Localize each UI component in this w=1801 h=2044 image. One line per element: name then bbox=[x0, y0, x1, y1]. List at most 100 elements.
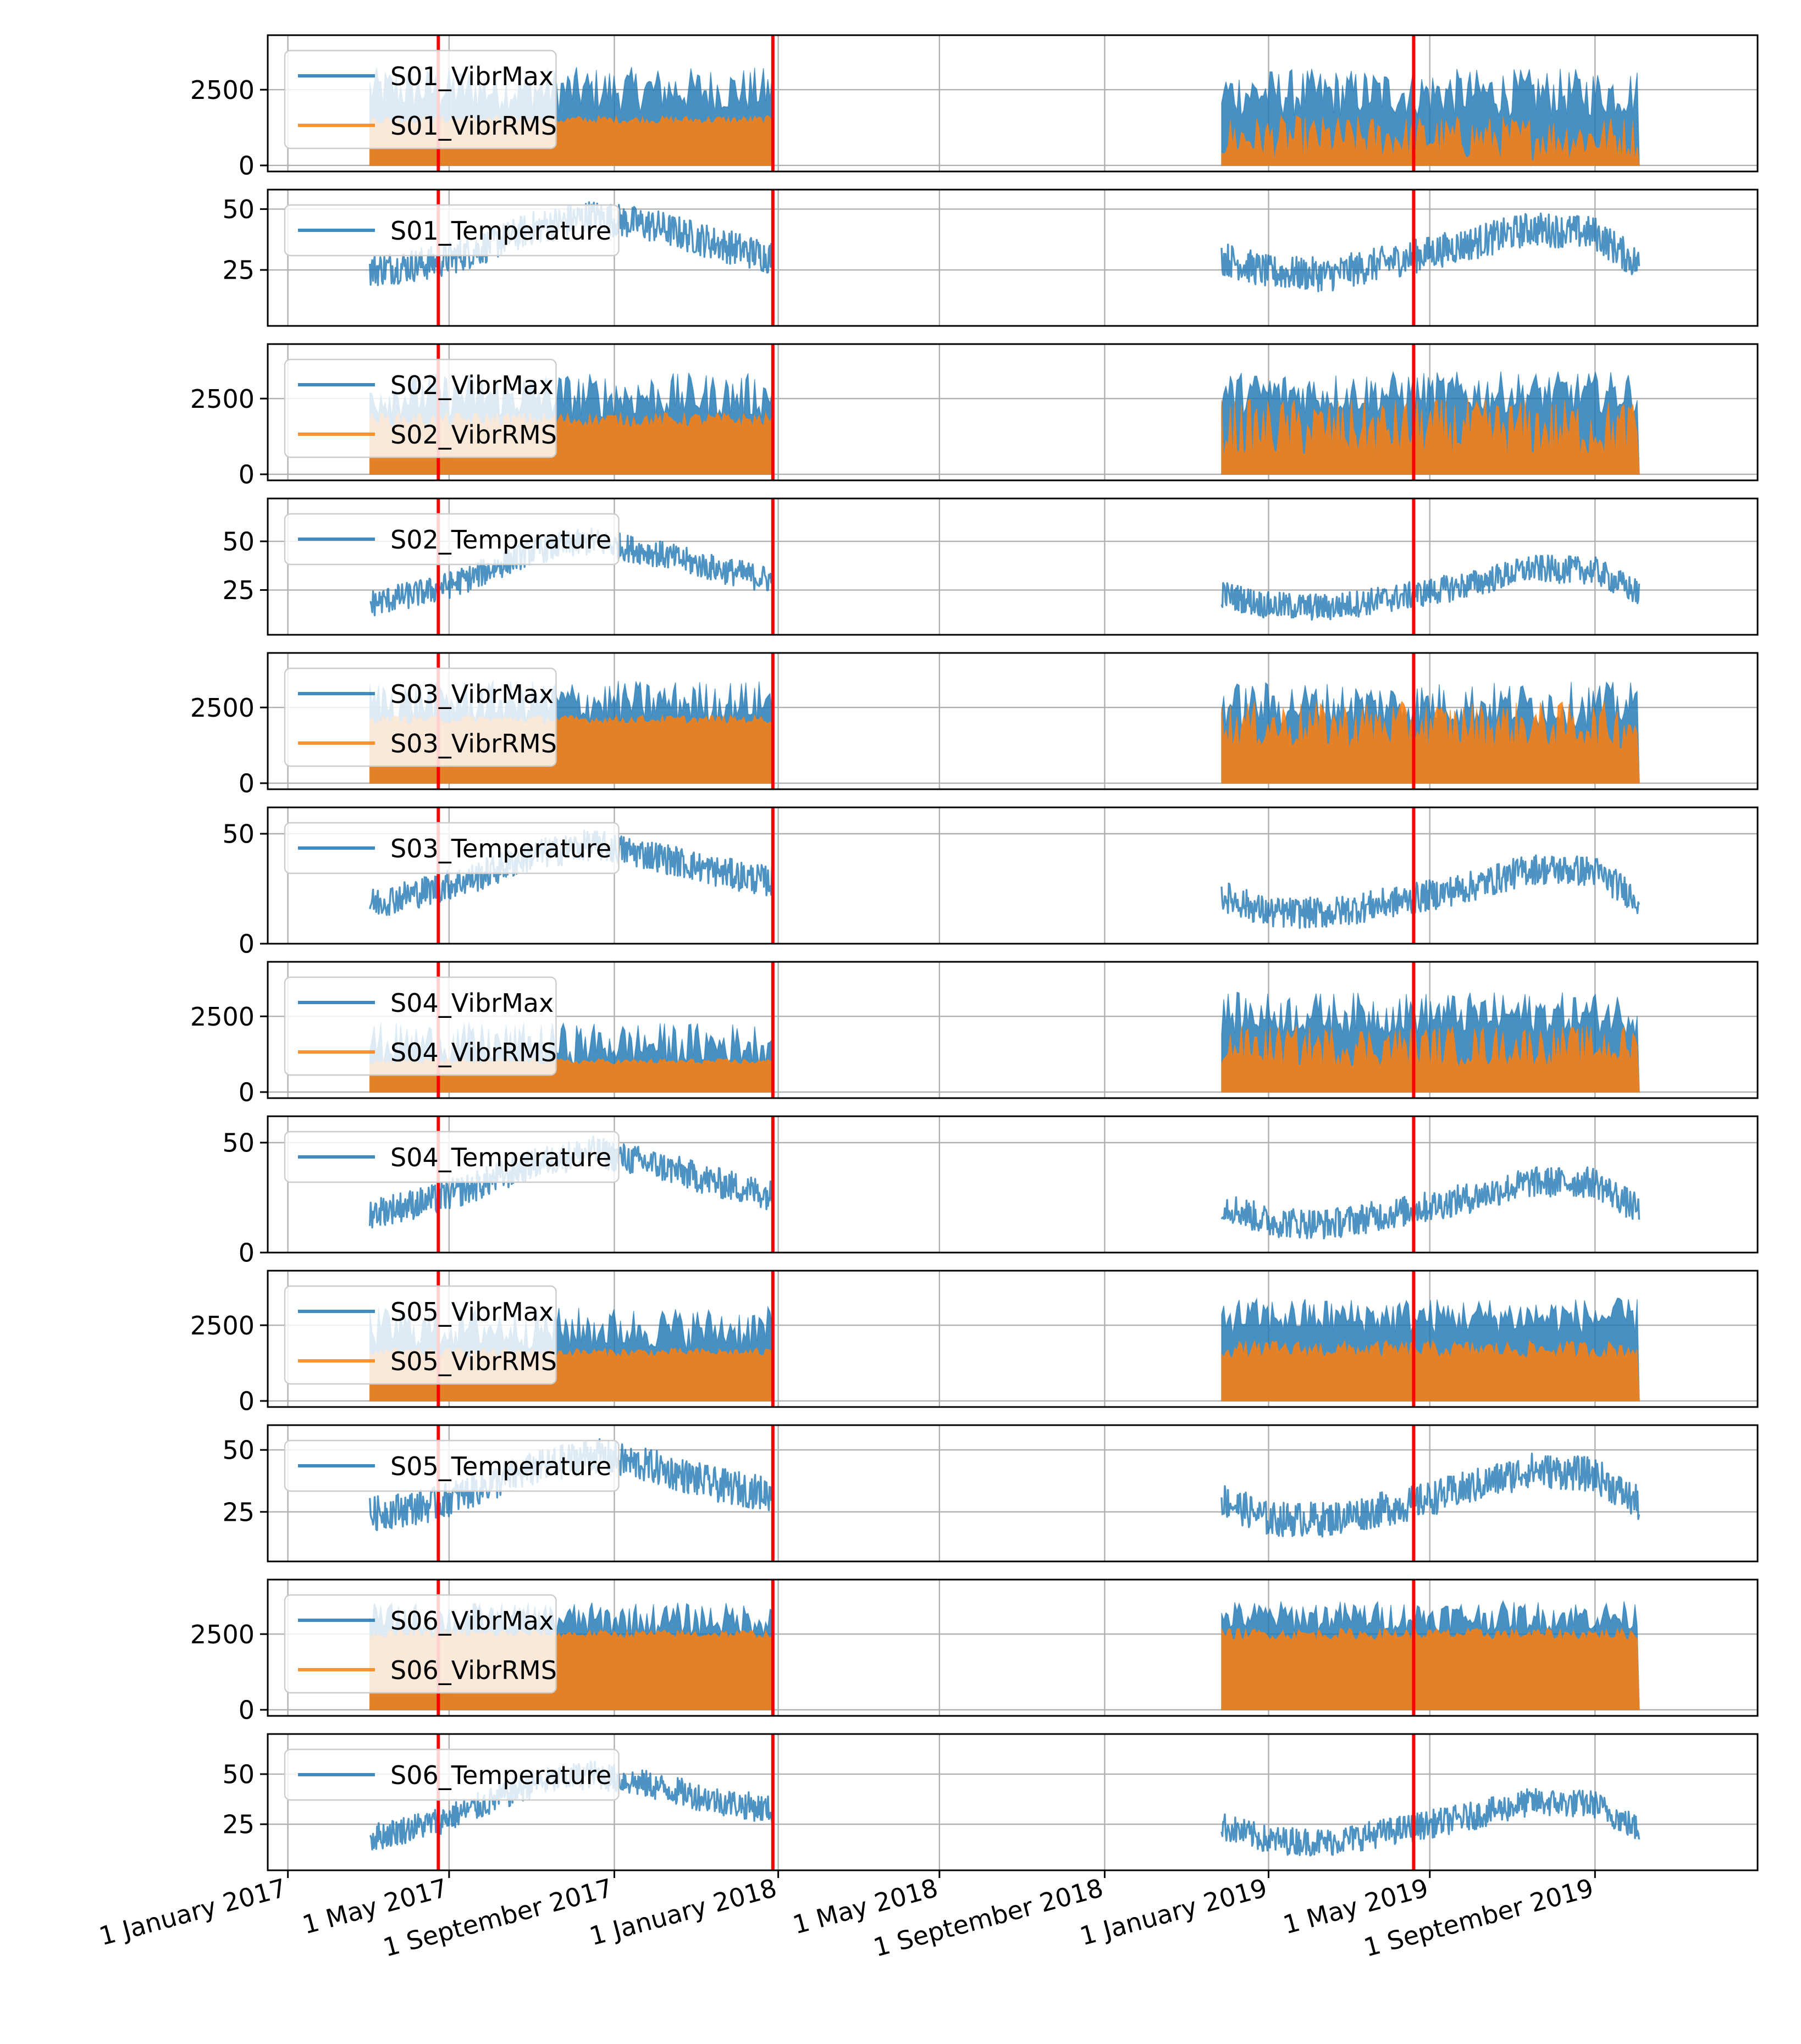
legend: S05_Temperature bbox=[284, 1439, 620, 1492]
y-tick-label: 0 bbox=[239, 151, 255, 181]
legend: S04_Temperature bbox=[284, 1131, 620, 1183]
legend-entry: S05_Temperature bbox=[390, 1452, 611, 1481]
legend: S02_VibrMax S02_VibrRMS bbox=[284, 358, 557, 458]
legend-box bbox=[284, 822, 620, 874]
panel-s04-vibr: 0 2500 S04_VibrMax S04_VibrRMS bbox=[190, 961, 1759, 1107]
panel-frame bbox=[267, 1270, 1759, 1408]
panel-s01-temp: 25 50 S01_Temperature bbox=[222, 189, 1759, 327]
series-area-S03_VibrRMS bbox=[1221, 700, 1640, 784]
legend-box bbox=[284, 1748, 620, 1801]
series-line-S06_Temperature bbox=[1220, 1788, 1640, 1857]
legend-entry: S05_VibrRMS bbox=[390, 1347, 557, 1376]
panel-s02-vibr: 0 2500 S02_VibrMax S02_VibrRMS bbox=[190, 343, 1759, 490]
legend-entry: S03_VibrRMS bbox=[390, 729, 557, 758]
legend-entry: S03_VibrMax bbox=[390, 679, 554, 709]
panel-s01-vibr: 0 2500 S01_VibrMax S01_VibrRMS bbox=[190, 34, 1759, 181]
panel-s02-temp: 25 50 S02_Temperature bbox=[222, 497, 1759, 636]
legend-entry: S05_VibrMax bbox=[390, 1297, 554, 1327]
panel-frame bbox=[267, 1578, 1759, 1717]
y-tick-label: 2500 bbox=[190, 1311, 255, 1340]
legend-entry: S02_Temperature bbox=[390, 525, 611, 555]
y-tick-label: 50 bbox=[222, 1128, 255, 1158]
plot-area bbox=[369, 1297, 1640, 1402]
y-tick-label: 50 bbox=[222, 1436, 255, 1465]
y-tick-label: 25 bbox=[222, 256, 255, 285]
y-tick-label: 0 bbox=[239, 460, 255, 490]
series-area-S06_VibrRMS bbox=[1221, 1627, 1640, 1710]
legend: S02_Temperature bbox=[284, 513, 620, 566]
y-tick-label: 0 bbox=[239, 1696, 255, 1725]
legend-box bbox=[284, 513, 620, 566]
y-tick-label: 25 bbox=[222, 1497, 255, 1527]
y-tick-label: 50 bbox=[222, 1760, 255, 1790]
legend-entry: S01_VibrMax bbox=[390, 62, 554, 91]
y-tick-label: 0 bbox=[239, 1238, 255, 1268]
y-tick-label: 25 bbox=[222, 1810, 255, 1840]
panel-frame bbox=[267, 189, 1759, 327]
series-line-S05_Temperature bbox=[1220, 1453, 1640, 1538]
y-tick-label: 2500 bbox=[190, 1620, 255, 1649]
legend: S01_VibrMax S01_VibrRMS bbox=[284, 49, 557, 149]
series-area-S05_VibrRMS bbox=[1221, 1339, 1640, 1402]
y-tick-label: 2500 bbox=[190, 693, 255, 723]
panel-frame bbox=[267, 1115, 1759, 1254]
series-line-S04_Temperature bbox=[1220, 1166, 1640, 1240]
panel-frame bbox=[267, 1733, 1759, 1871]
panel-s04-temp: 0 50 S04_Temperature bbox=[222, 1115, 1759, 1268]
y-tick-label: 2500 bbox=[190, 384, 255, 414]
panel-s03-vibr: 0 2500 S03_VibrMax S03_VibrRMS bbox=[190, 652, 1759, 799]
y-tick-label: 0 bbox=[239, 769, 255, 799]
y-tick-label: 2500 bbox=[190, 1002, 255, 1032]
legend-entry: S04_VibrRMS bbox=[390, 1038, 557, 1067]
panel-frame bbox=[267, 652, 1759, 790]
legend-box bbox=[284, 1439, 620, 1492]
legend-entry: S01_VibrRMS bbox=[390, 111, 557, 141]
legend: S04_VibrMax S04_VibrRMS bbox=[284, 976, 557, 1076]
legend-entry: S01_Temperature bbox=[390, 216, 611, 246]
series-line-S02_Temperature bbox=[1220, 555, 1640, 621]
legend-entry: S06_VibrMax bbox=[390, 1606, 554, 1636]
panel-s06-vibr: 0 2500 S06_VibrMax S06_VibrRMS bbox=[190, 1578, 1759, 1725]
panel-s05-temp: 25 50 S05_Temperature bbox=[222, 1424, 1759, 1563]
legend-entry: S06_VibrRMS bbox=[390, 1655, 557, 1685]
legend-entry: S02_VibrRMS bbox=[390, 420, 557, 450]
legend-box bbox=[284, 204, 620, 257]
legend-entry: S03_Temperature bbox=[390, 834, 611, 863]
panel-frame bbox=[267, 961, 1759, 1099]
panel-s06-temp: 25 50 S06_Temperature bbox=[222, 1733, 1759, 1871]
legend: S06_Temperature bbox=[284, 1748, 620, 1801]
panel-frame bbox=[267, 1424, 1759, 1563]
y-tick-label: 2500 bbox=[190, 75, 255, 105]
y-tick-label: 0 bbox=[239, 929, 255, 959]
panel-s03-temp: 0 50 S03_Temperature bbox=[222, 806, 1759, 959]
panel-frame bbox=[267, 343, 1759, 481]
legend: S03_VibrMax S03_VibrRMS bbox=[284, 667, 557, 767]
y-tick-label: 0 bbox=[239, 1078, 255, 1107]
panel-frame bbox=[267, 806, 1759, 945]
legend: S03_Temperature bbox=[284, 822, 620, 874]
panel-frame bbox=[267, 34, 1759, 173]
y-tick-label: 25 bbox=[222, 575, 255, 605]
y-tick-label: 50 bbox=[222, 819, 255, 849]
y-tick-label: 50 bbox=[222, 195, 255, 224]
panel-s05-vibr: 0 2500 S05_VibrMax S05_VibrRMS bbox=[190, 1270, 1759, 1416]
plot-area bbox=[369, 370, 1640, 475]
legend-entry: S04_VibrMax bbox=[390, 988, 554, 1018]
legend-entry: S06_Temperature bbox=[390, 1760, 611, 1790]
legend-entry: S04_Temperature bbox=[390, 1143, 611, 1172]
legend: S06_VibrMax S06_VibrRMS bbox=[284, 1594, 557, 1694]
legend: S05_VibrMax S05_VibrRMS bbox=[284, 1285, 557, 1385]
panel-frame bbox=[267, 497, 1759, 636]
legend: S01_Temperature bbox=[284, 204, 620, 257]
grid bbox=[268, 1425, 1758, 1561]
series-area-S04_VibrRMS bbox=[1221, 1026, 1640, 1093]
series-area-S02_VibrRMS bbox=[1221, 398, 1640, 475]
y-tick-label: 50 bbox=[222, 527, 255, 557]
series-line-S03_Temperature bbox=[1220, 854, 1640, 929]
series-area-S01_VibrRMS bbox=[1221, 114, 1640, 166]
legend-entry: S02_VibrMax bbox=[390, 370, 554, 400]
y-tick-label: 0 bbox=[239, 1387, 255, 1416]
series-line-S01_Temperature bbox=[1220, 212, 1640, 292]
